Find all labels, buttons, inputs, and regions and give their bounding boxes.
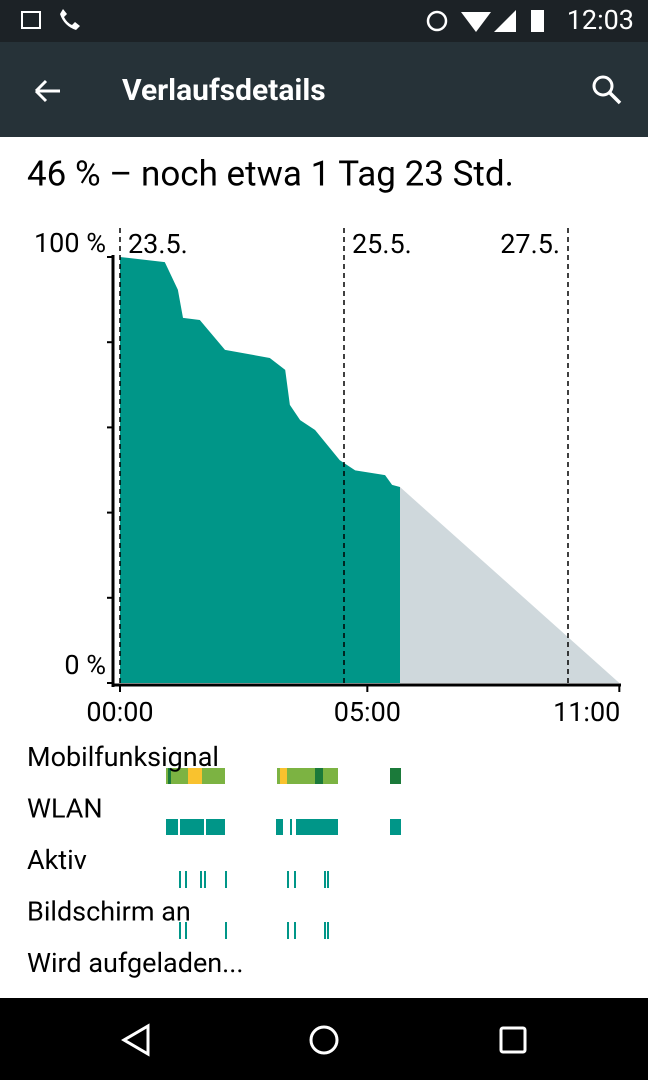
back-button[interactable] <box>34 79 60 103</box>
y-tick-label: 100 % <box>34 227 106 259</box>
battery-chart: 23.5. 25.5. 27.5. 100 % 0 % 00:00 05:00 11:00 <box>34 227 621 728</box>
y-tick-label: 0 % <box>64 649 106 681</box>
track-label: WLAN <box>27 793 103 825</box>
nav-back[interactable] <box>121 1023 150 1057</box>
date-marker-label: 27.5. <box>500 228 560 260</box>
signal-icon <box>494 10 516 32</box>
search-button[interactable] <box>592 75 622 105</box>
track-bars <box>166 768 401 939</box>
track-label: Mobilfunksignal <box>27 741 219 773</box>
alarm-icon <box>426 10 448 32</box>
x-tick-label: 05:00 <box>334 696 401 728</box>
nav-home[interactable] <box>309 1025 339 1055</box>
x-tick-label: 00:00 <box>86 696 153 728</box>
nav-bar <box>0 998 648 1080</box>
battery-area <box>120 257 400 683</box>
x-tick-label: 11:00 <box>553 696 620 728</box>
toolbar-title: Verlaufsdetails <box>122 73 326 108</box>
battery-area <box>400 487 620 683</box>
nav-recents[interactable] <box>499 1026 527 1054</box>
call-icon <box>60 9 80 30</box>
clock: 12:03 <box>567 4 634 36</box>
gallery-icon <box>21 11 41 29</box>
track-labels: Mobilfunksignal WLAN Aktiv Bildschirm an Wir… <box>27 741 244 979</box>
track-label: Wird aufgeladen... <box>27 947 244 979</box>
wifi-icon <box>461 12 491 32</box>
status-bar <box>0 0 648 42</box>
summary: 46 % – noch etwa 1 Tag 23 Std. <box>27 153 514 194</box>
toolbar <box>0 42 648 137</box>
battery-icon <box>531 10 544 32</box>
date-marker-label: 25.5. <box>352 228 412 260</box>
track-label: Bildschirm an <box>27 896 191 928</box>
date-marker-label: 23.5. <box>128 228 188 260</box>
track-label: Aktiv <box>27 844 87 876</box>
